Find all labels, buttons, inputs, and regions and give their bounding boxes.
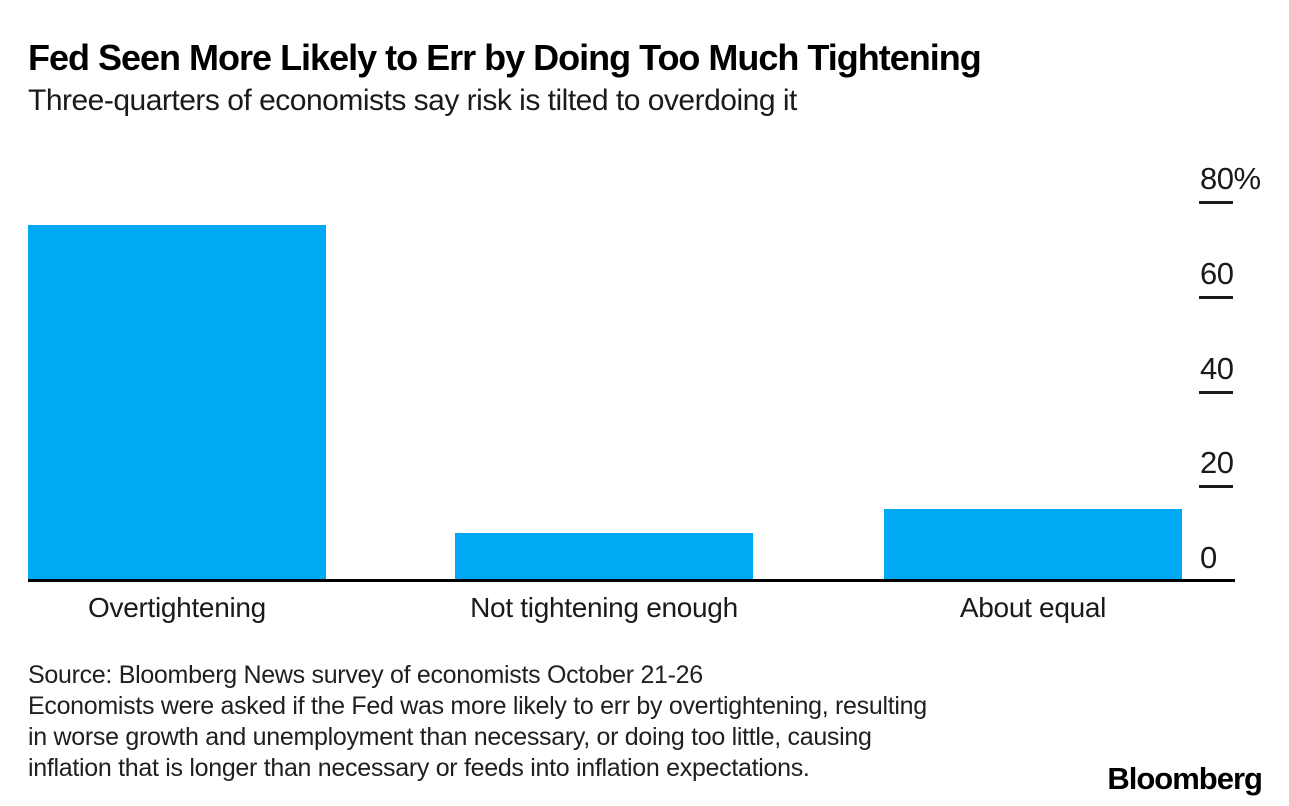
methodology-note-line-3: inflation that is longer than necessary … [28, 754, 810, 782]
y-tick-label-60: 60 [1200, 255, 1234, 291]
y-tick-mark-80 [1199, 201, 1233, 204]
x-axis-line [28, 579, 1235, 582]
y-tick-mark-40 [1199, 390, 1233, 394]
category-label-about-equal: About equal [959, 592, 1107, 623]
methodology-note-line-2: in worse growth and unemployment than ne… [28, 723, 872, 751]
category-label-not-tightening-enough: Not tightening enough [470, 592, 738, 623]
y-tick-label-80: 80% [1200, 161, 1261, 196]
source-text: Source: Bloomberg News survey of economi… [28, 661, 703, 689]
methodology-note-line-1: Economists were asked if the Fed was mor… [28, 692, 927, 720]
chart-title: Fed Seen More Likely to Err by Doing Too… [28, 37, 982, 78]
category-label-overtightening: Overtightening [88, 592, 266, 623]
chart-subtitle: Three-quarters of economists say risk is… [28, 84, 797, 117]
y-tick-mark-60 [1199, 295, 1233, 299]
y-tick-mark-20 [1199, 485, 1233, 489]
bar-overtightening [28, 224, 326, 580]
bloomberg-logo: Bloomberg [1107, 761, 1263, 796]
bar-about-equal [884, 508, 1182, 580]
y-tick-label-20: 20 [1200, 445, 1234, 481]
footer: Source: Bloomberg News survey of economi… [28, 660, 1068, 784]
y-tick-label-40: 40 [1200, 350, 1234, 386]
bar-not-tightening-enough [455, 532, 753, 580]
y-tick-label-0: 0 [1200, 540, 1217, 575]
